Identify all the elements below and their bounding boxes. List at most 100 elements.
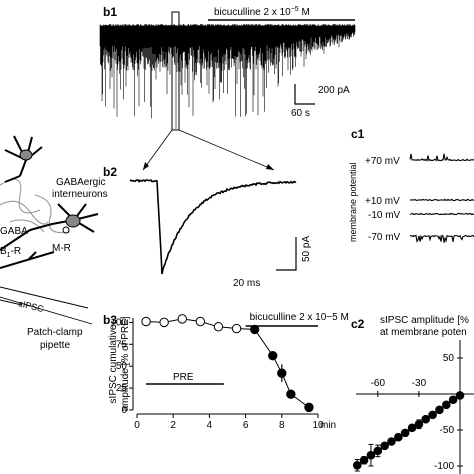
c2-chart: -60 -30 50 -50 -100 (352, 340, 474, 474)
b3-x-tick-label: 4 (207, 420, 213, 431)
c2-point (442, 400, 451, 410)
b3-point (277, 368, 287, 378)
schematic-mr: M-R (52, 243, 71, 254)
axon-3 (34, 194, 71, 234)
b3-point (231, 323, 242, 334)
panel-label-c2: c2 (351, 317, 365, 331)
c2-point (428, 410, 437, 420)
b3-y-tick-label: 50 (116, 361, 128, 372)
b3-x-tick-label: 8 (279, 420, 285, 431)
b3-y-tick-label: 0 (121, 405, 127, 416)
c1-trace-0 (409, 153, 474, 162)
c1-trace-3 (409, 234, 474, 243)
schematic-pipette-1: Patch-clamp (27, 327, 83, 338)
b1-scale-bar: 200 pA 60 s (291, 84, 350, 119)
b3-point (268, 350, 278, 361)
b2-scale-lines (276, 237, 297, 271)
b3-point (141, 316, 151, 327)
b3-point (195, 316, 206, 327)
schematic-receptor: B1-R (0, 246, 21, 259)
axon-2 (0, 200, 49, 225)
pipette-lower (0, 296, 93, 325)
b1-current-trace (99, 24, 356, 129)
c2-point (414, 419, 424, 429)
b3-point (213, 322, 224, 332)
panel-label-b1: b1 (103, 5, 117, 19)
c2-title-2: at membrane poten (380, 327, 467, 338)
c2-point (352, 460, 362, 470)
c1-trace-labels: +70 mV +10 mV -10 mV -70 mV (365, 156, 401, 243)
b3-y-tick-label: 25 (116, 383, 128, 394)
c2-x-tick-label: -30 (412, 378, 427, 389)
b1-scale-x: 60 s (291, 108, 310, 119)
b3-series-line (146, 318, 310, 408)
schematic-interneurons: interneurons (52, 189, 108, 200)
c2-point (366, 450, 376, 460)
principal-neuron-dendrites (0, 203, 99, 251)
neuron-schematic: GABAergic interneurons GABA B1-R M-R sIP… (0, 135, 108, 351)
b3-x-label: min (320, 420, 336, 431)
c2-point (400, 428, 410, 438)
schematic-pipette-2: pipette (40, 340, 70, 351)
b2-scale-bar: 50 pA 20 ms (233, 236, 312, 289)
c2-point (448, 395, 458, 405)
c2-point (373, 446, 383, 456)
panel-label-b3: b3 (103, 313, 117, 327)
axon-1 (0, 178, 41, 214)
zoom-arrow-right-head (266, 164, 274, 170)
c2-point (387, 437, 396, 446)
panel-label-b2: b2 (103, 165, 117, 179)
pipette-inner (0, 299, 23, 306)
b1-trace-path (99, 24, 356, 129)
schematic-sipsc: sIPSC (18, 298, 46, 314)
b3-point (177, 314, 187, 324)
c2-point (394, 432, 403, 442)
b3-x-tick-label: 0 (134, 420, 140, 431)
c2-y-tick-label: -50 (440, 425, 455, 436)
c2-point (407, 423, 417, 433)
c1-label-plus70: +70 mV (365, 156, 400, 167)
principal-neuron-soma (65, 214, 81, 228)
principal-neuron-axon (0, 251, 55, 269)
c1-label-minus70: -70 mV (368, 232, 401, 243)
c2-point (455, 391, 465, 400)
b3-point (286, 389, 296, 399)
c2-title-1: sIPSC amplitude [% (380, 315, 469, 326)
zoom-arrows (142, 129, 275, 171)
c2-point (380, 441, 389, 451)
b1-zoom-box (171, 11, 180, 131)
b3-x-tick-label: 10 (312, 420, 324, 431)
c1-label-minus10: -10 mV (368, 210, 401, 221)
b3-y-tick-label: 75 (116, 339, 128, 350)
b1-scale-y: 200 pA (318, 85, 350, 96)
c2-y-tick-label: 50 (443, 353, 455, 364)
interneuron-soma (19, 149, 33, 161)
b1-scale-lines (294, 84, 315, 105)
b3-pre-label: PRE (173, 372, 194, 383)
c1-traces (409, 153, 474, 243)
mr-site (62, 226, 70, 234)
c2-point (435, 405, 444, 415)
c2-x-tick-label: -60 (371, 378, 386, 389)
c1-axis-label: membrane potential (348, 162, 358, 242)
interneuron-dendrites (4, 135, 43, 183)
b3-x-tick-label: 2 (170, 420, 176, 431)
schematic-gabaergic: GABAergic (56, 177, 105, 188)
b1-drug-bar: bicuculline 2 x 10−5 M (208, 6, 355, 21)
principal-neuron (0, 203, 99, 269)
zoom-arrow-left (142, 129, 173, 171)
c1-label-plus10: +10 mV (365, 196, 400, 207)
axon-4 (9, 219, 45, 233)
zoom-arrow-right (178, 129, 275, 171)
b3-y-tick-label: 100 (110, 317, 127, 328)
b3-drug-label: bicuculline 2 x 10−5 M (250, 312, 349, 323)
pipette-upper (0, 286, 89, 309)
c2-point (359, 455, 369, 465)
zoom-arrow-left-head (143, 162, 149, 170)
b1-drug-label: bicuculline 2 x 10−5 M (214, 6, 310, 18)
pipette (0, 286, 93, 325)
b3-point (249, 324, 260, 335)
c1-trace-1 (409, 198, 474, 202)
